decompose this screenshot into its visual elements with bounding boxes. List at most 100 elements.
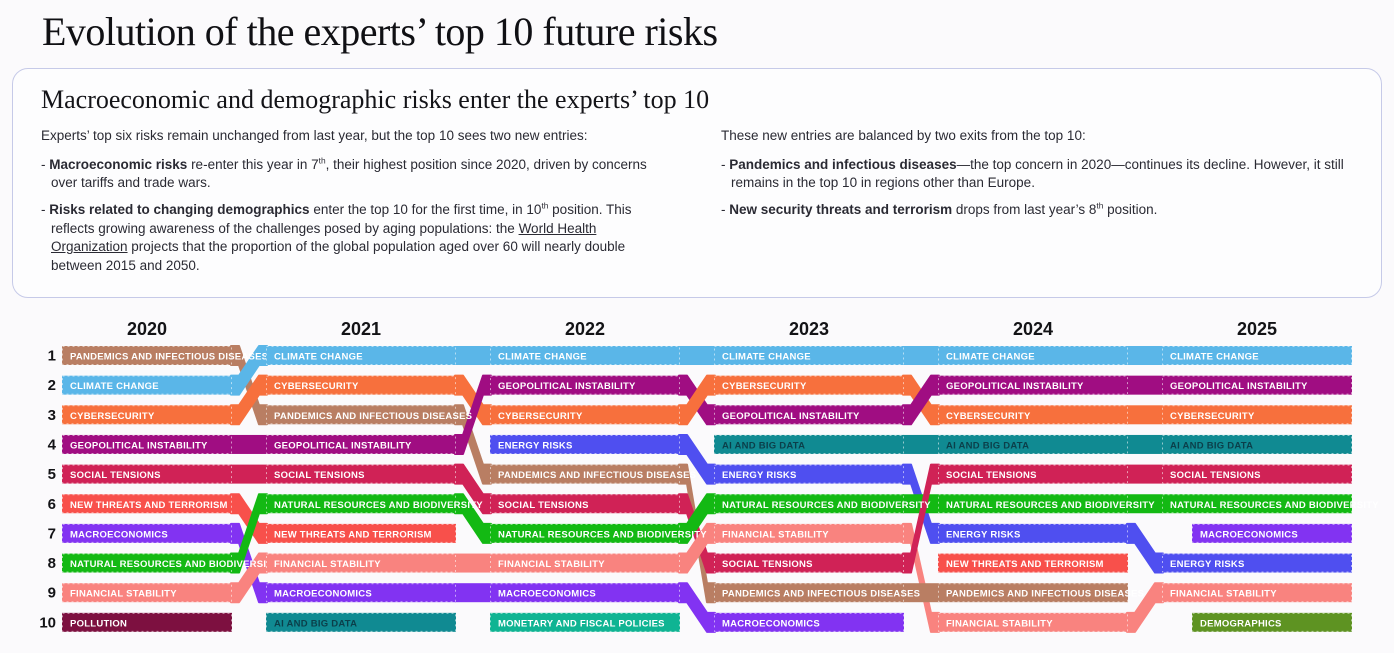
risk-bar-label: DEMOGRAPHICS (1200, 619, 1282, 630)
bars-layer: PANDEMICS AND INFECTIOUS DISEASES CLIMATE… (62, 346, 1379, 633)
risk-bar-label: NEW THREATS AND TERRORISM (274, 530, 432, 541)
who-link[interactable]: World Health Organization (51, 220, 597, 255)
risk-bar-label: SOCIAL TENSIONS (946, 470, 1037, 481)
risk-bar-dashed-border (938, 464, 1128, 484)
risk-bar-dashed-border (490, 376, 680, 396)
risk-bar (266, 553, 456, 573)
risk-bar (1162, 494, 1352, 514)
risk-bar-dashed-border (490, 494, 680, 514)
risk-bar-label: ENERGY RISKS (498, 441, 573, 452)
rank-same-ribbon (903, 435, 939, 455)
risk-bar-label: GEOPOLITICAL INSTABILITY (70, 441, 208, 452)
risk-bar-label: CLIMATE CHANGE (70, 382, 159, 393)
risk-bar-label: GEOPOLITICAL INSTABILITY (498, 382, 636, 393)
risk-bar-dashed-border (938, 494, 1128, 514)
risk-bar-label: CYBERSECURITY (722, 382, 807, 393)
rank-number: 2 (48, 378, 56, 395)
risk-bar-dashed-border (1162, 553, 1352, 573)
risk-bar-label: GEOPOLITICAL INSTABILITY (722, 411, 860, 422)
rank-numbers: 1 2 3 4 5 6 7 8 9 10 (39, 348, 56, 632)
risk-bar-dashed-border (266, 464, 456, 484)
risk-bar-label: SOCIAL TENSIONS (70, 470, 161, 481)
risk-bar (1192, 613, 1352, 633)
risk-bar-label: POLLUTION (70, 619, 127, 630)
risk-bar-dashed-border (62, 405, 232, 425)
rank-number: 8 (48, 555, 56, 572)
risk-bar (266, 405, 456, 425)
risk-bar-label: AI AND BIG DATA (1170, 441, 1253, 452)
summary-box: Macroeconomic and demographic risks ente… (12, 68, 1382, 299)
risk-bar-label: NEW THREATS AND TERRORISM (946, 559, 1104, 570)
risk-bar (62, 524, 232, 544)
risk-bar-label: NATURAL RESOURCES AND BIODIVERSITY (70, 559, 279, 570)
risk-bar-label: ENERGY RISKS (946, 530, 1021, 541)
risk-bar-dashed-border (62, 494, 232, 514)
risk-bar-dashed-border (1162, 405, 1352, 425)
risk-bar (714, 405, 904, 425)
risk-bar (266, 346, 456, 366)
risk-bar (266, 613, 456, 633)
risk-bar-label: ENERGY RISKS (722, 470, 797, 481)
risk-bar (714, 583, 904, 603)
rank-number: 5 (48, 466, 56, 483)
risk-bar (490, 376, 680, 396)
risk-bar (714, 435, 904, 455)
risk-bar-label: PANDEMICS AND INFECTIOUS DISEASES (70, 352, 268, 363)
risk-bar (938, 553, 1128, 573)
risk-bar-label: GEOPOLITICAL INSTABILITY (1170, 382, 1308, 393)
rank-same-ribbon (903, 346, 939, 366)
risk-bar-label: MACROECONOMICS (274, 589, 372, 600)
risk-bar-dashed-border (62, 346, 232, 366)
risk-bar-dashed-border (266, 553, 456, 573)
rank-same-ribbon (455, 346, 491, 366)
risk-bar (266, 464, 456, 484)
rank-same-ribbon (679, 346, 715, 366)
rank-number: 10 (39, 615, 56, 632)
risk-bar (62, 494, 232, 514)
risk-bar (1162, 376, 1352, 396)
risk-bar-label: CLIMATE CHANGE (498, 352, 587, 363)
risk-bar-dashed-border (490, 553, 680, 573)
year-label: 2022 (565, 319, 605, 339)
risk-bar-dashed-border (714, 613, 904, 633)
rank-number: 7 (48, 526, 56, 543)
risk-bar (62, 405, 232, 425)
risk-bar-dashed-border (714, 346, 904, 366)
risk-bar (714, 464, 904, 484)
risk-bar-dashed-border (1162, 494, 1352, 514)
risk-bar (266, 494, 456, 514)
risk-bar-label: SOCIAL TENSIONS (1170, 470, 1261, 481)
summary-column-left: Experts’ top six risks remain unchanged … (41, 127, 673, 283)
risk-bar (714, 494, 904, 514)
rank-same-ribbon (1127, 376, 1163, 396)
year-label: 2020 (127, 319, 167, 339)
risk-bar (938, 405, 1128, 425)
risk-bar (1162, 583, 1352, 603)
risk-bar (62, 376, 232, 396)
risk-bar-dashed-border (938, 346, 1128, 366)
risk-bar-dashed-border (1162, 376, 1352, 396)
risk-bar-dashed-border (1162, 464, 1352, 484)
risk-bar-label: CYBERSECURITY (70, 411, 155, 422)
rank-number: 1 (48, 348, 56, 365)
risk-bar-label: CYBERSECURITY (274, 382, 359, 393)
rank-change-ribbon (1126, 523, 1164, 574)
summary-columns: Experts’ top six risks remain unchanged … (41, 127, 1353, 283)
risk-bar (714, 376, 904, 396)
risk-bar-dashed-border (938, 376, 1128, 396)
rank-same-ribbon (903, 494, 939, 514)
bullet-list: - Pandemics and infectious diseases—the … (721, 156, 1353, 220)
ribbons-layer (230, 345, 1164, 634)
risk-bar-label: MACROECONOMICS (498, 589, 596, 600)
rank-number: 4 (48, 437, 57, 454)
rank-same-ribbon (455, 583, 491, 603)
risk-bar-label: PANDEMICS AND INFECTIOUS DISEASES (946, 589, 1144, 600)
rank-same-ribbon (903, 583, 939, 603)
risk-bar-label: AI AND BIG DATA (722, 441, 805, 452)
risk-bar (938, 346, 1128, 366)
risk-bar-label: SOCIAL TENSIONS (274, 470, 365, 481)
risk-bar-dashed-border (490, 613, 680, 633)
risk-bar-dashed-border (714, 583, 904, 603)
risk-bar-dashed-border (62, 376, 232, 396)
risk-bar-dashed-border (266, 583, 456, 603)
